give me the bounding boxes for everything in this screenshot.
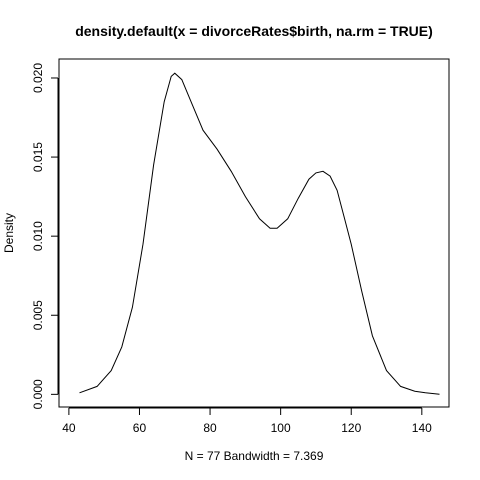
x-tick-label: 120: [341, 421, 361, 435]
x-tick-label: 140: [412, 421, 432, 435]
density-curve: [79, 72, 440, 395]
x-tick-label: 40: [62, 421, 76, 435]
x-tick-label: 80: [203, 421, 217, 435]
x-axis-label: N = 77 Bandwidth = 7.369: [185, 449, 324, 463]
y-tick-label: 0.005: [31, 300, 45, 330]
y-axis-label: Density: [2, 213, 16, 253]
y-tick-label: 0.010: [31, 221, 45, 251]
x-tick-label: 100: [271, 421, 291, 435]
chart-title: density.default(x = divorceRates$birth, …: [75, 23, 433, 39]
y-tick-label: 0.000: [31, 379, 45, 409]
x-tick-label: 60: [133, 421, 147, 435]
plot-frame: [58, 58, 450, 408]
y-tick-label: 0.015: [31, 142, 45, 172]
y-tick-label: 0.020: [31, 63, 45, 93]
x-axis: 40 60 80 100 120 140: [62, 407, 432, 435]
y-axis: 0.000 0.005 0.010 0.015 0.020: [31, 63, 59, 409]
